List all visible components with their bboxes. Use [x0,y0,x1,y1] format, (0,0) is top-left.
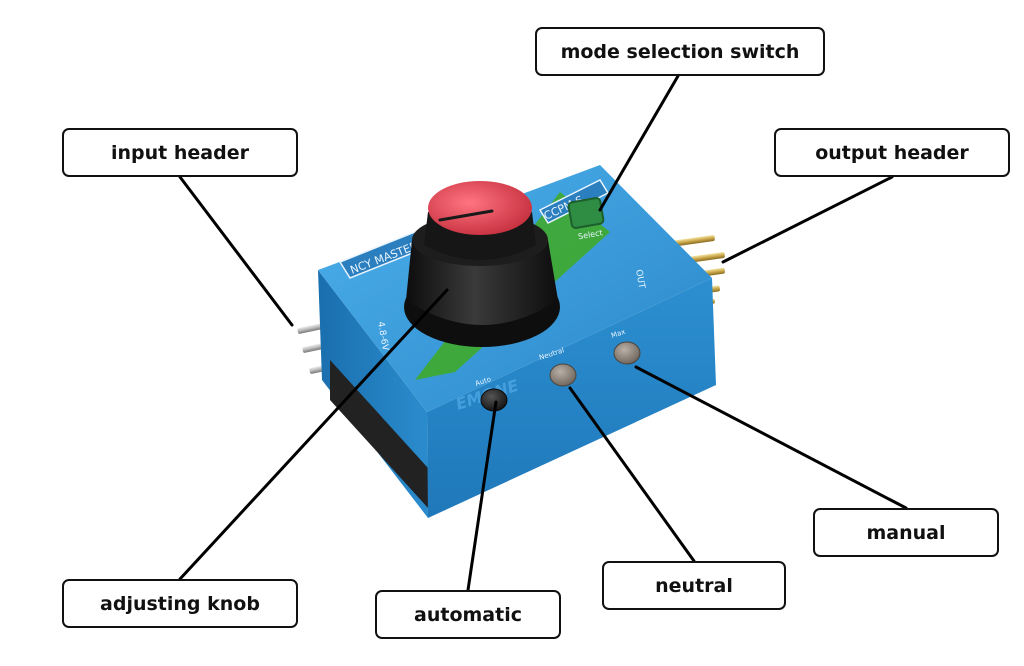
leader-manual [634,365,908,510]
max-led [613,341,641,365]
leader-lines [178,74,908,592]
label-adjusting-knob: adjusting knob [62,579,298,628]
servo-tester-body: NCY MASTER CCPM S Select OUT 4.8-6V EMON… [318,165,716,518]
leader-input-header [178,175,294,327]
label-neutral: neutral [602,561,786,610]
select-text: Select [577,228,603,241]
device-front-face [427,278,716,518]
knob-cap[interactable] [428,181,532,235]
label-manual: manual [813,508,999,557]
label-automatic: automatic [375,590,561,639]
leader-adjusting-knob [178,288,449,581]
knob-indicator [438,209,494,222]
leader-neutral [568,386,696,563]
label-input-header: input header [62,128,298,177]
leader-output-header [721,175,894,264]
out-text: OUT [633,269,646,290]
leader-automatic [466,400,498,592]
foam-layer [330,360,428,508]
mode-selection-switch[interactable] [567,197,605,229]
neutral-led [549,363,577,387]
adjusting-knob[interactable] [404,181,560,347]
leader-mode-selection-switch [598,74,680,212]
label-mode-selection-switch: mode selection switch [535,27,825,76]
label-output-header: output header [774,128,1010,177]
